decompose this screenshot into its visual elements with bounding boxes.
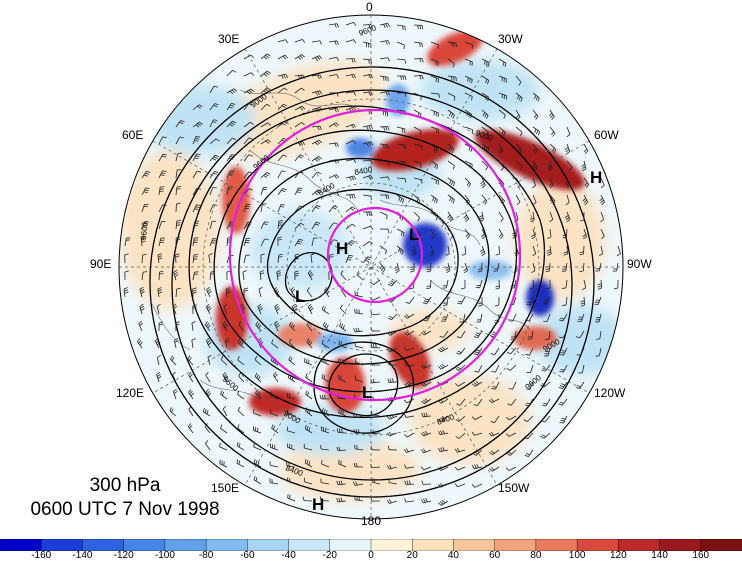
wind-barb-flag <box>470 61 471 65</box>
wind-barb-flag <box>388 145 389 149</box>
shaded-field <box>119 15 625 519</box>
wind-barb-flag <box>194 254 198 255</box>
longitude-label-120w: 120W <box>594 386 625 400</box>
wind-barb-flag <box>220 443 221 447</box>
wind-barb-flag <box>472 62 473 66</box>
colorbar-tick-label: -80 <box>199 550 213 561</box>
colorbar-tick-label: 0 <box>368 550 374 561</box>
wind-barb-flag <box>384 144 385 148</box>
wind-barb-flag <box>386 145 387 149</box>
wind-barb-flag <box>436 61 437 65</box>
colorbar-tick-label: 60 <box>489 550 500 561</box>
wind-barb-flag <box>438 62 439 66</box>
colorbar-tick-label: 80 <box>530 550 541 561</box>
wind-barb-flag <box>452 42 453 46</box>
longitude-label-90e: 90E <box>90 257 111 271</box>
contour-label: 9600 <box>139 221 150 240</box>
colorbar-tick-label: 120 <box>610 550 627 561</box>
wind-barb-flag <box>288 494 289 498</box>
colorbar-tick-label: 40 <box>448 550 459 561</box>
wind-barb-flag <box>290 495 291 499</box>
longitude-label-30e: 30E <box>218 32 239 46</box>
colorbar-tick-label: -140 <box>72 550 92 561</box>
wind-barb-flag <box>339 375 340 379</box>
colorbar-tick-label: -60 <box>240 550 254 561</box>
wind-barb-flag <box>454 43 455 47</box>
wind-barb-flag <box>439 94 440 98</box>
wind-barb-flag <box>341 376 342 380</box>
low-center: L <box>409 225 419 244</box>
wind-barb-flag <box>372 411 373 415</box>
colorbar-tick-label: -40 <box>281 550 295 561</box>
colorbar-labels: -160 -140 -120 -100 -80 -60 -40 -20 0 20 40 60 80 100… <box>0 550 742 562</box>
map-title: 300 hPa 0600 UTC 7 Nov 1998 <box>0 474 250 522</box>
wind-barb-flag <box>194 257 198 258</box>
colorbar-tick-label: 100 <box>569 550 586 561</box>
wind-barb <box>175 255 176 263</box>
colorbar-tick-label: -120 <box>114 550 134 561</box>
high-center: H <box>336 239 348 258</box>
colorbar-tick-label: -160 <box>31 550 51 561</box>
longitude-label-180: 180 <box>361 514 381 528</box>
low-center: L <box>295 287 305 306</box>
wind-barb-flag <box>456 43 457 47</box>
wind-barb <box>414 58 422 59</box>
longitude-label-150w: 150W <box>498 481 529 495</box>
colorbar-tick-label: -20 <box>323 550 337 561</box>
colorbar-tick-label: -100 <box>155 550 175 561</box>
colorbar-tick-label: 140 <box>651 550 668 561</box>
longitude-label-60e: 60E <box>122 128 143 142</box>
low-center: L <box>362 383 372 402</box>
longitude-label-90w: 90W <box>627 257 652 271</box>
wind-barb-flag <box>254 443 255 447</box>
pressure-level-label: 300 hPa <box>0 474 250 498</box>
wind-barb-flag <box>443 317 447 318</box>
wind-barb-flag <box>443 305 447 306</box>
wind-barb-flag <box>321 445 322 449</box>
longitude-label-30w: 30W <box>498 32 523 46</box>
datetime-label: 0600 UTC 7 Nov 1998 <box>0 498 250 522</box>
longitude-label-120e: 120E <box>116 386 144 400</box>
wind-barb-flag <box>193 259 197 260</box>
high-center: H <box>590 168 602 187</box>
wind-barb-flag <box>404 45 405 49</box>
colorbar-tick-label: 20 <box>407 550 418 561</box>
longitude-label-60w: 60W <box>594 128 619 142</box>
wind-barb-flag <box>441 321 445 322</box>
wind-barb-flag <box>442 319 446 320</box>
longitude-label-0: 0 <box>366 0 373 14</box>
high-center: H <box>312 495 324 514</box>
colorbar-tick-label: 160 <box>692 550 709 561</box>
